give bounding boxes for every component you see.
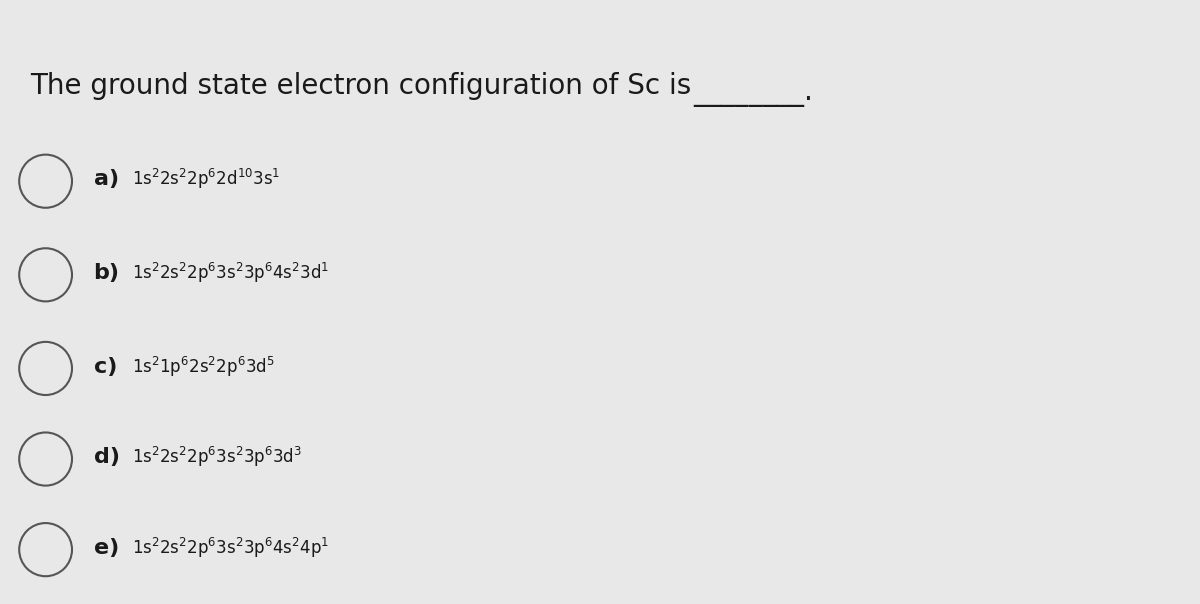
Text: a): a): [94, 169, 119, 190]
Text: b): b): [94, 263, 120, 283]
Text: 1s$^2$2s$^2$2p$^6$3s$^2$3p$^6$3d$^3$: 1s$^2$2s$^2$2p$^6$3s$^2$3p$^6$3d$^3$: [132, 445, 302, 469]
Text: The ground state electron configuration of Sc is: The ground state electron configuration …: [30, 72, 691, 100]
Text: d): d): [94, 447, 120, 467]
Text: 1s$^2$2s$^2$2p$^6$3s$^2$3p$^6$4s$^2$3d$^1$: 1s$^2$2s$^2$2p$^6$3s$^2$3p$^6$4s$^2$3d$^…: [132, 261, 329, 285]
Text: 1s$^2$1p$^6$2s$^2$2p$^6$3d$^5$: 1s$^2$1p$^6$2s$^2$2p$^6$3d$^5$: [132, 355, 275, 379]
Text: c): c): [94, 356, 116, 377]
Text: 1s$^2$2s$^2$2p$^6$2d$^{10}$3s$^1$: 1s$^2$2s$^2$2p$^6$2d$^{10}$3s$^1$: [132, 167, 281, 191]
Text: e): e): [94, 538, 119, 558]
Text: 1s$^2$2s$^2$2p$^6$3s$^2$3p$^6$4s$^2$4p$^1$: 1s$^2$2s$^2$2p$^6$3s$^2$3p$^6$4s$^2$4p$^…: [132, 536, 329, 560]
Text: ________.: ________.: [694, 79, 814, 106]
